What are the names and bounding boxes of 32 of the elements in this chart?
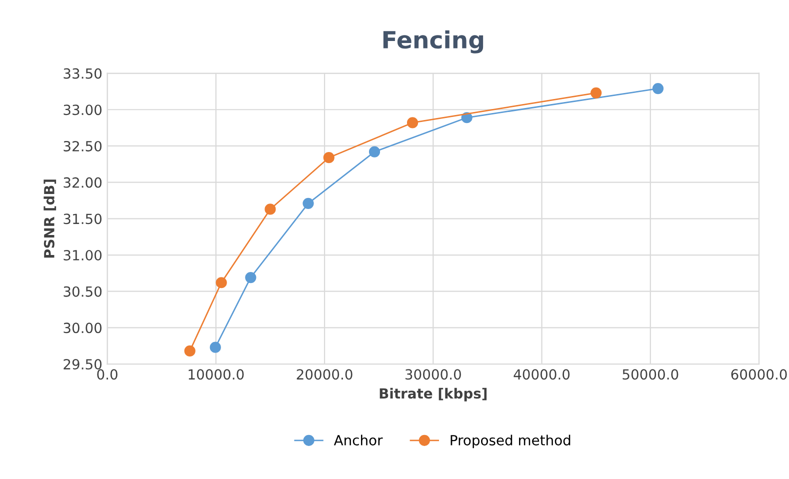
x-axis-title: Bitrate [kbps] <box>380 388 487 402</box>
point <box>210 342 221 353</box>
y-axis-title: PSNR [dB] <box>44 180 56 258</box>
point <box>184 345 196 357</box>
y-tick-label: 33.50 <box>64 68 102 79</box>
x-tick-label: 10000.0 <box>188 369 244 380</box>
y-tick-label: 33.00 <box>64 104 102 116</box>
point <box>216 277 227 288</box>
point <box>590 87 602 98</box>
point <box>245 272 256 284</box>
legend-label: Proposed method <box>450 434 570 448</box>
point <box>406 117 418 128</box>
point <box>264 204 276 215</box>
legend-label: Anchor <box>334 434 383 446</box>
y-tick-label: 29.50 <box>64 359 102 370</box>
point <box>302 198 314 209</box>
point <box>323 152 334 164</box>
y-tick-label: 30.50 <box>64 286 102 297</box>
x-tick-label: 0.0 <box>97 369 118 380</box>
x-tick-label: 50000.0 <box>622 369 678 380</box>
x-tick-label: 40000.0 <box>514 369 570 380</box>
y-tick-label: 31.00 <box>64 250 102 260</box>
y-tick-label: 32.50 <box>64 140 102 152</box>
y-tick-label: 31.50 <box>64 214 102 224</box>
chart-title: Fencing <box>383 30 484 54</box>
x-tick-label: 60000.0 <box>731 369 787 380</box>
y-tick-label: 32.00 <box>64 177 102 188</box>
point <box>368 146 380 158</box>
point <box>652 82 664 94</box>
x-tick-label: 30000.0 <box>406 369 461 380</box>
x-tick-label: 20000.0 <box>296 369 352 380</box>
y-tick-label: 30.00 <box>64 322 102 334</box>
